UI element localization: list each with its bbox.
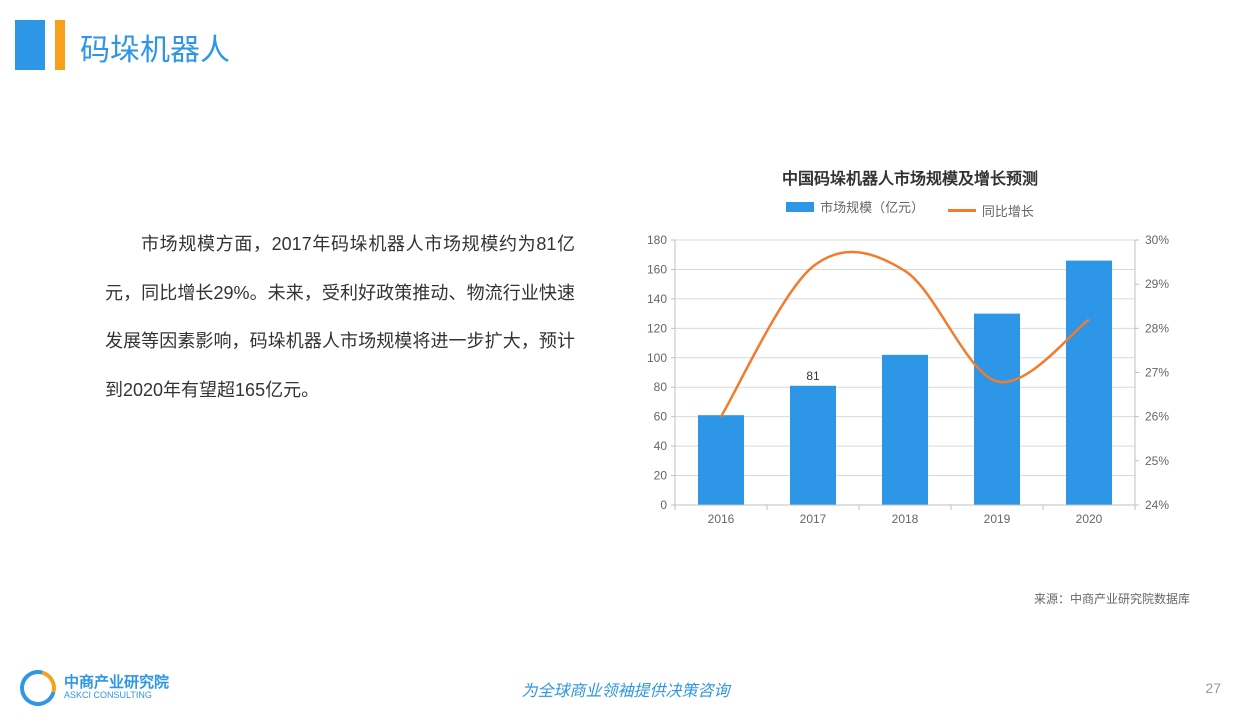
- svg-text:2017: 2017: [800, 512, 827, 526]
- chart-title: 中国码垛机器人市场规模及增长预测: [620, 165, 1200, 189]
- page-number: 27: [1205, 680, 1221, 696]
- legend-item-line: 同比增长: [948, 201, 1034, 220]
- svg-text:30%: 30%: [1145, 233, 1169, 247]
- svg-text:26%: 26%: [1145, 409, 1169, 423]
- svg-text:160: 160: [647, 262, 667, 276]
- svg-text:2019: 2019: [984, 512, 1011, 526]
- svg-text:60: 60: [654, 409, 668, 423]
- chart-container: 中国码垛机器人市场规模及增长预测 市场规模（亿元） 同比增长 0 20 40 60 80…: [620, 165, 1200, 607]
- footer-slogan: 为全球商业领袖提供决策咨询: [521, 677, 729, 701]
- logo-text-en: ASKCI CONSULTING: [64, 691, 169, 701]
- legend-label-bar: 市场规模（亿元）: [820, 197, 924, 216]
- svg-text:180: 180: [647, 233, 667, 247]
- chart-legend: 市场规模（亿元） 同比增长: [620, 197, 1200, 220]
- svg-text:27%: 27%: [1145, 365, 1169, 379]
- svg-text:28%: 28%: [1145, 321, 1169, 335]
- legend-item-bar: 市场规模（亿元）: [786, 197, 924, 216]
- svg-text:2018: 2018: [892, 512, 919, 526]
- svg-text:2020: 2020: [1076, 512, 1103, 526]
- svg-text:2016: 2016: [708, 512, 735, 526]
- svg-text:140: 140: [647, 291, 667, 305]
- legend-label-line: 同比增长: [982, 201, 1034, 220]
- legend-swatch-bar: [786, 202, 814, 212]
- svg-text:20: 20: [654, 468, 668, 482]
- svg-text:80: 80: [654, 380, 668, 394]
- logo-text-wrap: 中商产业研究院 ASKCI CONSULTING: [64, 675, 169, 701]
- svg-text:25%: 25%: [1145, 453, 1169, 467]
- svg-text:29%: 29%: [1145, 277, 1169, 291]
- footer-logo: 中商产业研究院 ASKCI CONSULTING: [20, 670, 169, 706]
- svg-text:100: 100: [647, 350, 667, 364]
- logo-text-cn: 中商产业研究院: [64, 675, 169, 692]
- header-accent-block: [15, 20, 45, 70]
- svg-text:81: 81: [806, 368, 820, 382]
- chart-plot-area: 0 20 40 60 80 100 120 140 160 180 24% 25% 26% 27% 28% 2…: [630, 230, 1190, 550]
- svg-text:120: 120: [647, 321, 667, 335]
- chart-source: 来源：中商产业研究院数据库: [620, 590, 1200, 607]
- svg-text:40: 40: [654, 439, 668, 453]
- logo-icon: [13, 663, 62, 712]
- svg-text:24%: 24%: [1145, 498, 1169, 512]
- page-title: 码垛机器人: [80, 25, 230, 69]
- chart-svg: 0 20 40 60 80 100 120 140 160 180 24% 25% 26% 27% 28% 2…: [630, 230, 1190, 550]
- svg-text:0: 0: [660, 498, 667, 512]
- body-paragraph: 市场规模方面，2017年码垛机器人市场规模约为81亿元，同比增长29%。未来，受…: [105, 220, 575, 414]
- legend-swatch-line: [948, 209, 976, 212]
- header-accent-bar: [55, 20, 65, 70]
